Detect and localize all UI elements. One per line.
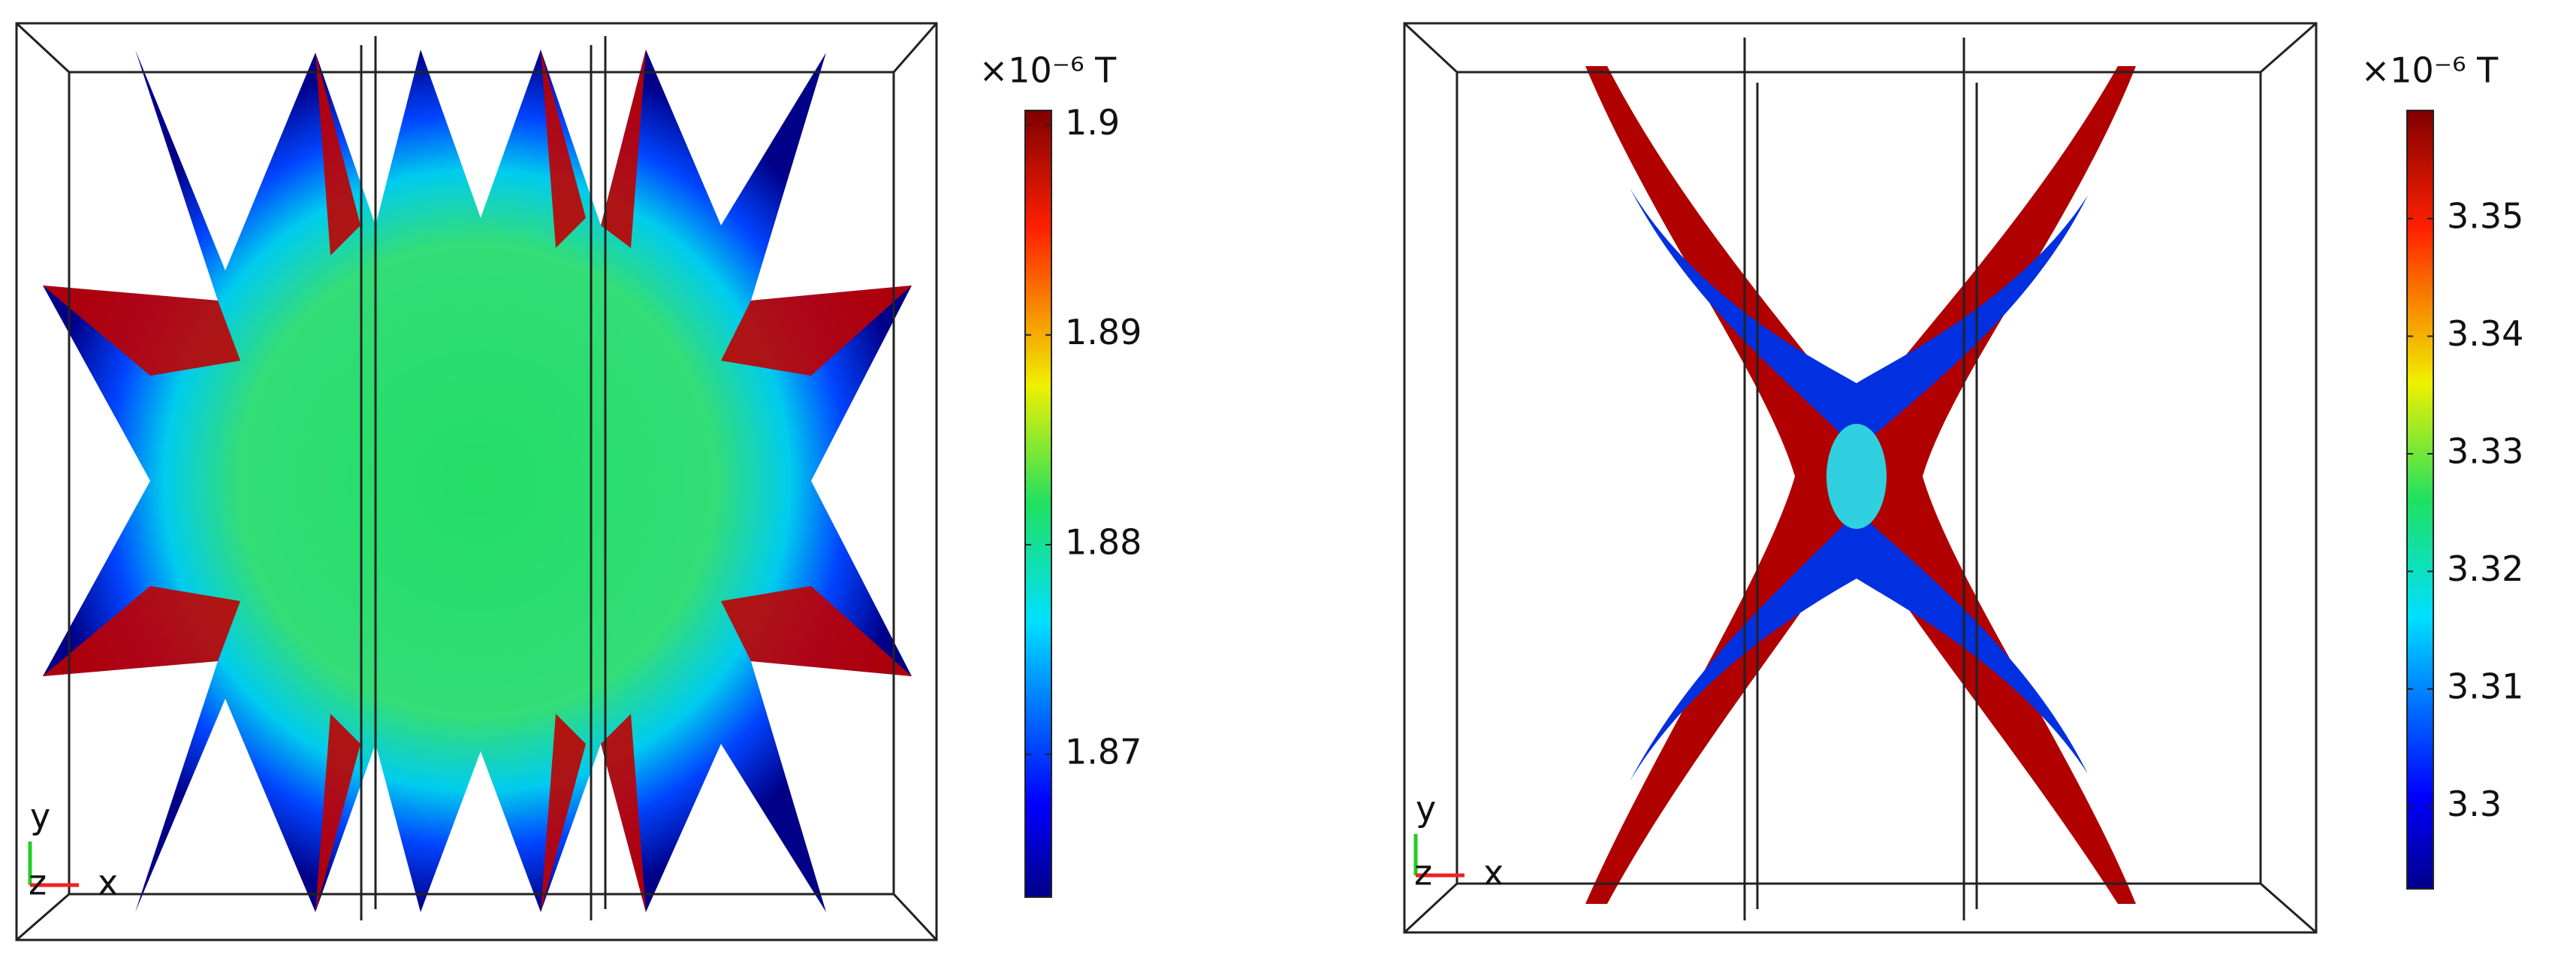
colorbar xyxy=(1024,110,1052,898)
tick-label: 1.89 xyxy=(1065,312,1142,352)
colorbar-label: ×10⁻⁶ T xyxy=(2361,50,2499,91)
axis-triad-label: x xyxy=(98,863,118,903)
tick-label: 3.35 xyxy=(2447,195,2523,236)
axis-triad-label: y xyxy=(30,796,50,837)
hot-spikes xyxy=(43,50,912,912)
axis-triad-label: y xyxy=(1416,789,1436,829)
tick-label: 3.31 xyxy=(2447,666,2523,706)
field-shape xyxy=(43,50,912,912)
axis-triad-label: z xyxy=(1414,853,1432,893)
tick-label: 3.33 xyxy=(2447,431,2523,471)
tick-label: 1.9 xyxy=(1065,102,1120,143)
tick-label: 3.32 xyxy=(2447,548,2523,589)
tick-label: 3.34 xyxy=(2447,313,2523,354)
colorbar xyxy=(2406,110,2434,890)
plot-right xyxy=(1403,22,2318,934)
tick-label: 3.3 xyxy=(2447,784,2502,824)
plot-left xyxy=(15,22,938,941)
colorbar-label: ×10⁻⁶ T xyxy=(979,50,1117,91)
tick-label: 1.87 xyxy=(1065,732,1142,772)
axis-triad-label: x xyxy=(1483,853,1504,893)
tick-label: 1.88 xyxy=(1065,521,1142,562)
axis-triad-label: z xyxy=(29,863,47,903)
